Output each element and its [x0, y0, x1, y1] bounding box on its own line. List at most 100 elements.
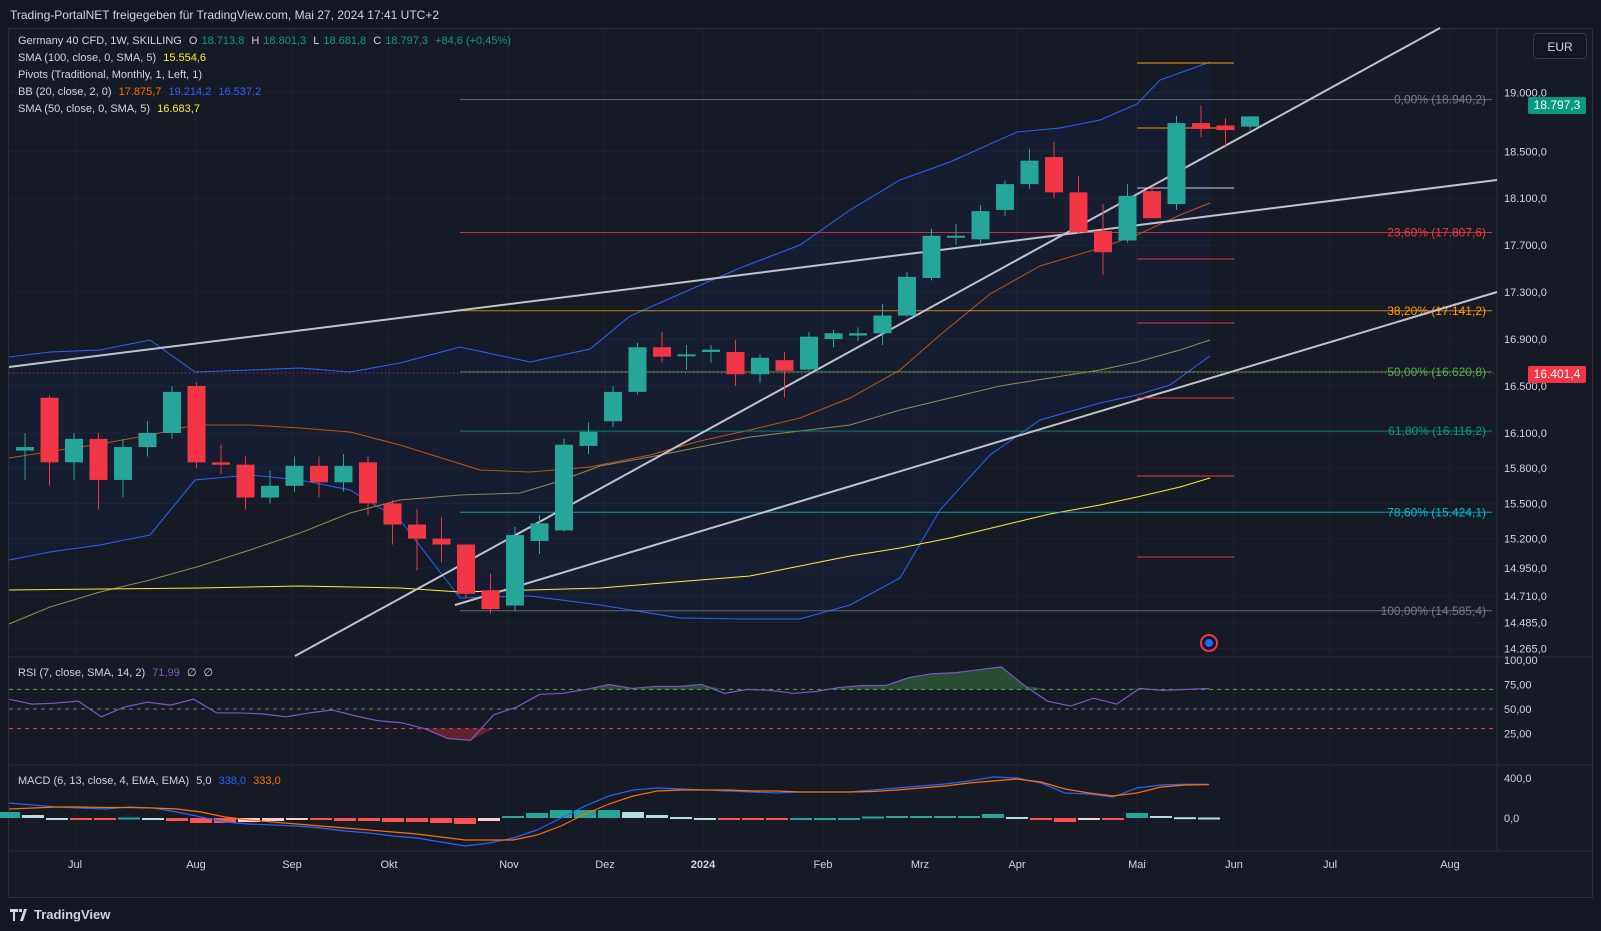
macd-signal-value: 333,0: [253, 775, 281, 787]
change-value: +84,6 (+0,45%): [435, 35, 511, 47]
candle-body: [1143, 191, 1161, 219]
brand-name[interactable]: TradingView: [34, 907, 111, 922]
chart-frame[interactable]: [8, 28, 1593, 898]
macd-histogram-bar: [670, 817, 692, 819]
time-axis-label: Sep: [282, 859, 302, 871]
candle-body: [187, 386, 206, 463]
candle-body: [40, 397, 59, 463]
close-label: C: [373, 35, 382, 47]
macd-histogram-bar: [0, 812, 20, 818]
time-axis-label: Dez: [595, 859, 615, 871]
price-axis-label: 16.900,0: [1504, 334, 1547, 346]
price-axis-label: 17.700,0: [1504, 240, 1547, 252]
legend-macd[interactable]: MACD (6, 13, close, 4, EMA, EMA) 5,0 338…: [18, 773, 285, 789]
macd-histogram-bar: [310, 818, 332, 820]
time-axis-label: Aug: [1440, 859, 1460, 871]
candle-body: [653, 347, 671, 357]
high-label: H: [251, 35, 260, 47]
currency-button[interactable]: EUR: [1533, 33, 1587, 59]
candle-body: [138, 432, 157, 448]
macd-histogram-bar: [1126, 813, 1148, 818]
candle-body: [824, 333, 843, 340]
price-axis-label: 14.265,0: [1504, 643, 1547, 655]
rsi-axis-label: 50,00: [1504, 704, 1532, 716]
macd-histogram-bar: [1078, 818, 1100, 820]
candle-body: [212, 462, 230, 465]
candle-body: [947, 235, 965, 238]
earnings-event-icon-inner: [1205, 639, 1213, 647]
time-axis-label: Okt: [380, 859, 397, 871]
legend-main: Germany 40 CFD, 1W, SKILLING O 18.713,8 H…: [18, 33, 515, 49]
time-axis-label: Feb: [814, 859, 833, 871]
macd-label: MACD (6, 13, close, 4, EMA, EMA): [18, 775, 190, 787]
macd-histogram-bar: [790, 818, 812, 820]
sma50-label: SMA (50, close, 0, SMA, 5): [18, 103, 151, 115]
macd-histogram-bar: [694, 818, 716, 820]
candle-body: [873, 315, 892, 334]
legend-rsi[interactable]: RSI (7, close, SMA, 14, 2) 71,99 ∅ ∅: [18, 665, 217, 681]
macd-histogram-bar: [142, 818, 164, 820]
price-axis-label: 15.200,0: [1504, 534, 1547, 546]
macd-histogram-bar: [622, 812, 644, 818]
candle-body: [530, 523, 549, 541]
price-axis-label: 14.710,0: [1504, 591, 1547, 603]
candle-body: [261, 485, 279, 498]
candle-body: [481, 590, 500, 610]
candle-body: [1045, 157, 1063, 193]
macd-histogram-bar: [502, 816, 524, 818]
bb-lower-value: 16.537,2: [218, 86, 262, 98]
trendline-upper: [8, 179, 1498, 368]
share-header: Trading-PortalNET freigegeben für Tradin…: [10, 8, 440, 22]
candle-body: [922, 235, 941, 279]
trendline-lower: [454, 291, 1498, 606]
candle-body: [457, 544, 475, 594]
macd-histogram-bar: [526, 813, 548, 818]
macd-histogram-bar: [838, 818, 860, 820]
candle-body: [16, 447, 34, 451]
price-axis-label: 19.000,0: [1504, 88, 1547, 100]
price-axis-label: 17.300,0: [1504, 287, 1547, 299]
candle-body: [555, 444, 573, 531]
rsi-axis-label: 100,00: [1504, 655, 1538, 667]
bottom-bar: [0, 898, 1601, 931]
candle-body: [971, 211, 990, 240]
bb-basis-value: 17.875,7: [118, 86, 162, 98]
symbol-label[interactable]: Germany 40 CFD, 1W, SKILLING: [18, 35, 182, 47]
macd-histogram-bar: [478, 818, 500, 821]
candle-body: [236, 464, 255, 498]
sma100-value: 15.554,6: [163, 52, 207, 64]
close-value: 18.797,3: [385, 35, 428, 47]
macd-line: [8, 776, 1209, 847]
open-label: O: [188, 35, 198, 47]
candle-body: [1118, 195, 1137, 241]
low-label: L: [313, 35, 320, 47]
legend-sma50[interactable]: SMA (50, close, 0, SMA, 5) 16.683,7: [18, 101, 204, 117]
macd-histogram-bar: [1150, 816, 1172, 818]
price-axis-label: 14.950,0: [1504, 563, 1547, 575]
top-bar: Trading-PortalNET freigegeben für Tradin…: [0, 0, 1601, 28]
sma50-value: 16.683,7: [157, 103, 200, 115]
candle-body: [1241, 116, 1259, 127]
trendline-steep: [294, 27, 1441, 657]
candle-body: [432, 538, 451, 545]
macd-histogram-bar: [814, 818, 836, 820]
candle-body: [1069, 192, 1088, 233]
rsi-extra2: ∅: [203, 667, 214, 679]
time-axis-label: Apr: [1008, 859, 1025, 871]
legend-sma100[interactable]: SMA (100, close, 0, SMA, 5) 15.554,6: [18, 50, 210, 66]
macd-histogram-bar: [958, 816, 980, 818]
candle-body: [506, 535, 524, 606]
macd-histogram-bar: [166, 818, 188, 821]
candle-body: [1094, 231, 1112, 253]
rsi-line: [8, 666, 1210, 741]
rsi-value: 71,99: [152, 667, 180, 679]
rsi-oversold-fill: [9, 728, 1209, 741]
horizontal-line-price-tag: 16.401,4: [1528, 366, 1586, 383]
legend-pivots[interactable]: Pivots (Traditional, Monthly, 1, Left, 1…: [18, 67, 206, 83]
candle-body: [334, 465, 353, 483]
fib-level-label: 0,00% (18.940,2): [1394, 93, 1486, 107]
fib-level-label: 78,60% (15.424,1): [1387, 505, 1486, 519]
candle-body: [65, 438, 83, 463]
legend-bb[interactable]: BB (20, close, 2, 0) 17.875,7 19.214,2 1…: [18, 84, 265, 100]
